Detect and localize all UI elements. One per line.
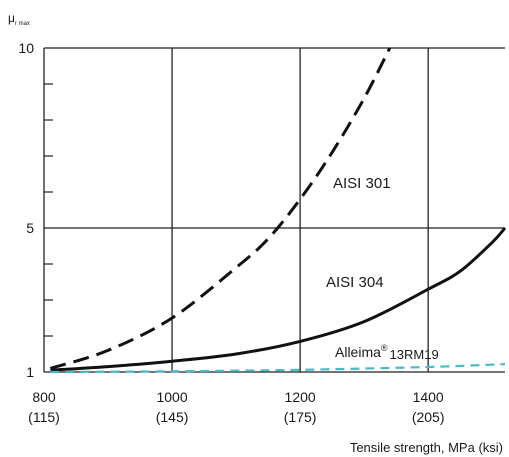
x-tick-sublabel: (115) <box>28 409 60 425</box>
x-tick-sublabel: (175) <box>284 409 317 425</box>
y-axis-label: μr max <box>8 11 30 27</box>
y-minor-ticks <box>44 83 53 337</box>
alleima-name: Alleima <box>335 344 381 360</box>
alleima-registered: ® <box>381 343 388 353</box>
x-tick-sublabel: (145) <box>156 409 189 425</box>
x-tick-label: 800 <box>32 389 56 405</box>
alleima-grade: 13RM19 <box>390 347 439 362</box>
y-axis-label-main: μ <box>8 11 15 25</box>
series-label-aisi301: AISI 301 <box>333 175 391 192</box>
y-axis-label-sub: r max <box>15 21 30 27</box>
x-tick-labels: 800 (115) 1000 (145) 1200 (175) 1400 (205) <box>28 389 444 425</box>
y-tick-label: 10 <box>18 40 34 56</box>
series-layer <box>49 47 507 374</box>
series-label-alleima: Alleima® 13RM19 <box>335 343 439 362</box>
x-tick-label: 1200 <box>285 389 316 405</box>
series-line-aisi304 <box>50 227 507 372</box>
y-tick-label: 1 <box>26 364 34 380</box>
series-line-aisi301 <box>49 47 392 370</box>
grid <box>43 47 505 373</box>
x-axis-label: Tensile strength, MPa (ksi) <box>350 440 503 455</box>
series-line-alleima-13rm19 <box>50 363 506 374</box>
y-tick-label: 5 <box>26 220 34 236</box>
series-label-aisi304: AISI 304 <box>326 274 384 291</box>
x-tick-label: 1000 <box>156 389 187 405</box>
x-tick-label: 1400 <box>413 389 444 405</box>
x-tick-sublabel: (205) <box>412 409 445 425</box>
